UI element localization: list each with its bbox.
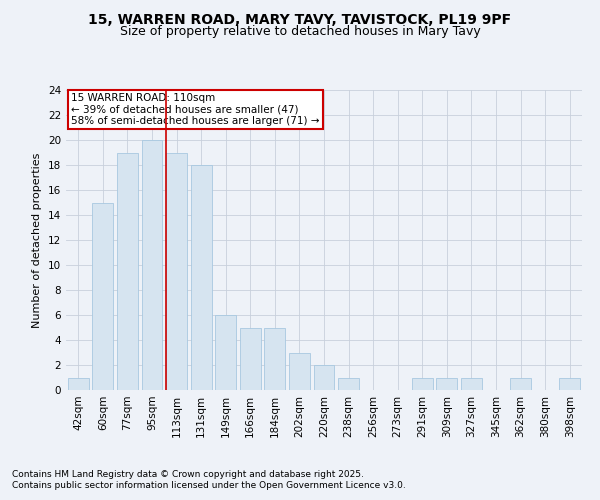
Bar — [338, 378, 359, 390]
Bar — [314, 365, 334, 390]
Text: 15 WARREN ROAD: 110sqm
← 39% of detached houses are smaller (47)
58% of semi-det: 15 WARREN ROAD: 110sqm ← 39% of detached… — [71, 93, 320, 126]
Bar — [142, 140, 163, 390]
Bar — [559, 378, 580, 390]
Bar — [215, 315, 236, 390]
Y-axis label: Number of detached properties: Number of detached properties — [32, 152, 43, 328]
Bar — [68, 378, 89, 390]
Bar — [92, 202, 113, 390]
Bar — [117, 152, 138, 390]
Text: 15, WARREN ROAD, MARY TAVY, TAVISTOCK, PL19 9PF: 15, WARREN ROAD, MARY TAVY, TAVISTOCK, P… — [88, 12, 512, 26]
Bar — [436, 378, 457, 390]
Bar — [166, 152, 187, 390]
Bar — [265, 328, 286, 390]
Text: Contains public sector information licensed under the Open Government Licence v3: Contains public sector information licen… — [12, 481, 406, 490]
Bar — [412, 378, 433, 390]
Bar — [191, 165, 212, 390]
Bar — [289, 352, 310, 390]
Bar — [510, 378, 531, 390]
Bar — [461, 378, 482, 390]
Text: Contains HM Land Registry data © Crown copyright and database right 2025.: Contains HM Land Registry data © Crown c… — [12, 470, 364, 479]
Bar — [240, 328, 261, 390]
Text: Size of property relative to detached houses in Mary Tavy: Size of property relative to detached ho… — [119, 25, 481, 38]
